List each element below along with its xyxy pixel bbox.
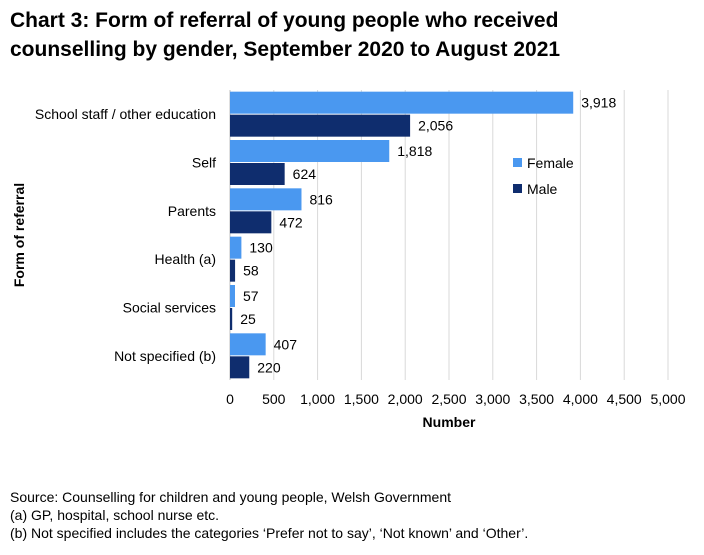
x-tick-label: 4,000: [563, 391, 598, 407]
x-tick-label: 3,500: [519, 391, 554, 407]
footnote-b: (b) Not specified includes the categorie…: [10, 525, 529, 541]
bar-male: [230, 308, 233, 330]
legend-swatch-male: [513, 184, 522, 193]
data-label: 472: [279, 214, 303, 230]
data-label: 220: [257, 359, 281, 375]
x-tick-label: 1,000: [300, 391, 335, 407]
legend-swatch-female: [513, 158, 522, 167]
source-note: Source: Counselling for children and you…: [10, 489, 451, 505]
data-label: 624: [293, 166, 317, 182]
category-label: Social services: [123, 300, 216, 316]
x-tick-label: 2,500: [431, 391, 466, 407]
data-label: 3,918: [581, 95, 616, 111]
category-label: Not specified (b): [114, 348, 216, 364]
data-label: 57: [243, 288, 259, 304]
data-label: 2,056: [418, 118, 453, 134]
legend-label-male: Male: [527, 181, 558, 197]
category-label: Parents: [168, 203, 216, 219]
data-label: 58: [243, 263, 259, 279]
x-tick-label: 1,500: [344, 391, 379, 407]
bar-male: [230, 356, 250, 379]
footnote-a: (a) GP, hospital, school nurse etc.: [10, 507, 220, 523]
y-axis-title: Form of referral: [11, 183, 27, 287]
bar-male: [230, 114, 411, 137]
x-tick-label: 4,500: [607, 391, 642, 407]
bar-male: [230, 259, 236, 282]
data-label: 407: [274, 336, 298, 352]
bar-male: [230, 211, 272, 234]
chart-notes: Source: Counselling for children and you…: [10, 488, 528, 542]
bar-male: [230, 163, 285, 185]
bar-female: [230, 333, 266, 356]
data-label: 130: [249, 240, 273, 256]
bar-chart: 0 500 1,000 1,500 2,000 2,500 3,000 3,500 4,000 4…: [11, 90, 686, 430]
data-label: 1,818: [397, 143, 432, 159]
bar-female: [230, 91, 574, 114]
x-tick-label: 2,000: [388, 391, 423, 407]
x-tick-label: 0: [226, 391, 234, 407]
chart-title-line-2: counselling by gender, September 2020 to…: [10, 38, 561, 61]
x-axis-title: Number: [423, 414, 476, 430]
bar-female: [230, 140, 390, 162]
category-label: Health (a): [155, 251, 216, 267]
x-tick-label: 3,000: [475, 391, 510, 407]
bar-female: [230, 188, 302, 211]
category-label: School staff / other education: [35, 106, 216, 122]
bar-female: [230, 285, 235, 307]
chart-title: Chart 3: Form of referral of young peopl…: [10, 6, 700, 64]
category-label: Self: [192, 155, 216, 171]
x-tick-label: 500: [262, 391, 286, 407]
legend-label-female: Female: [527, 155, 574, 171]
bar-female: [230, 236, 242, 259]
data-label: 816: [309, 191, 333, 207]
data-label: 25: [240, 311, 256, 327]
chart-title-line-1: Chart 3: Form of referral of young peopl…: [10, 9, 559, 32]
x-tick-label: 5,000: [650, 391, 685, 407]
